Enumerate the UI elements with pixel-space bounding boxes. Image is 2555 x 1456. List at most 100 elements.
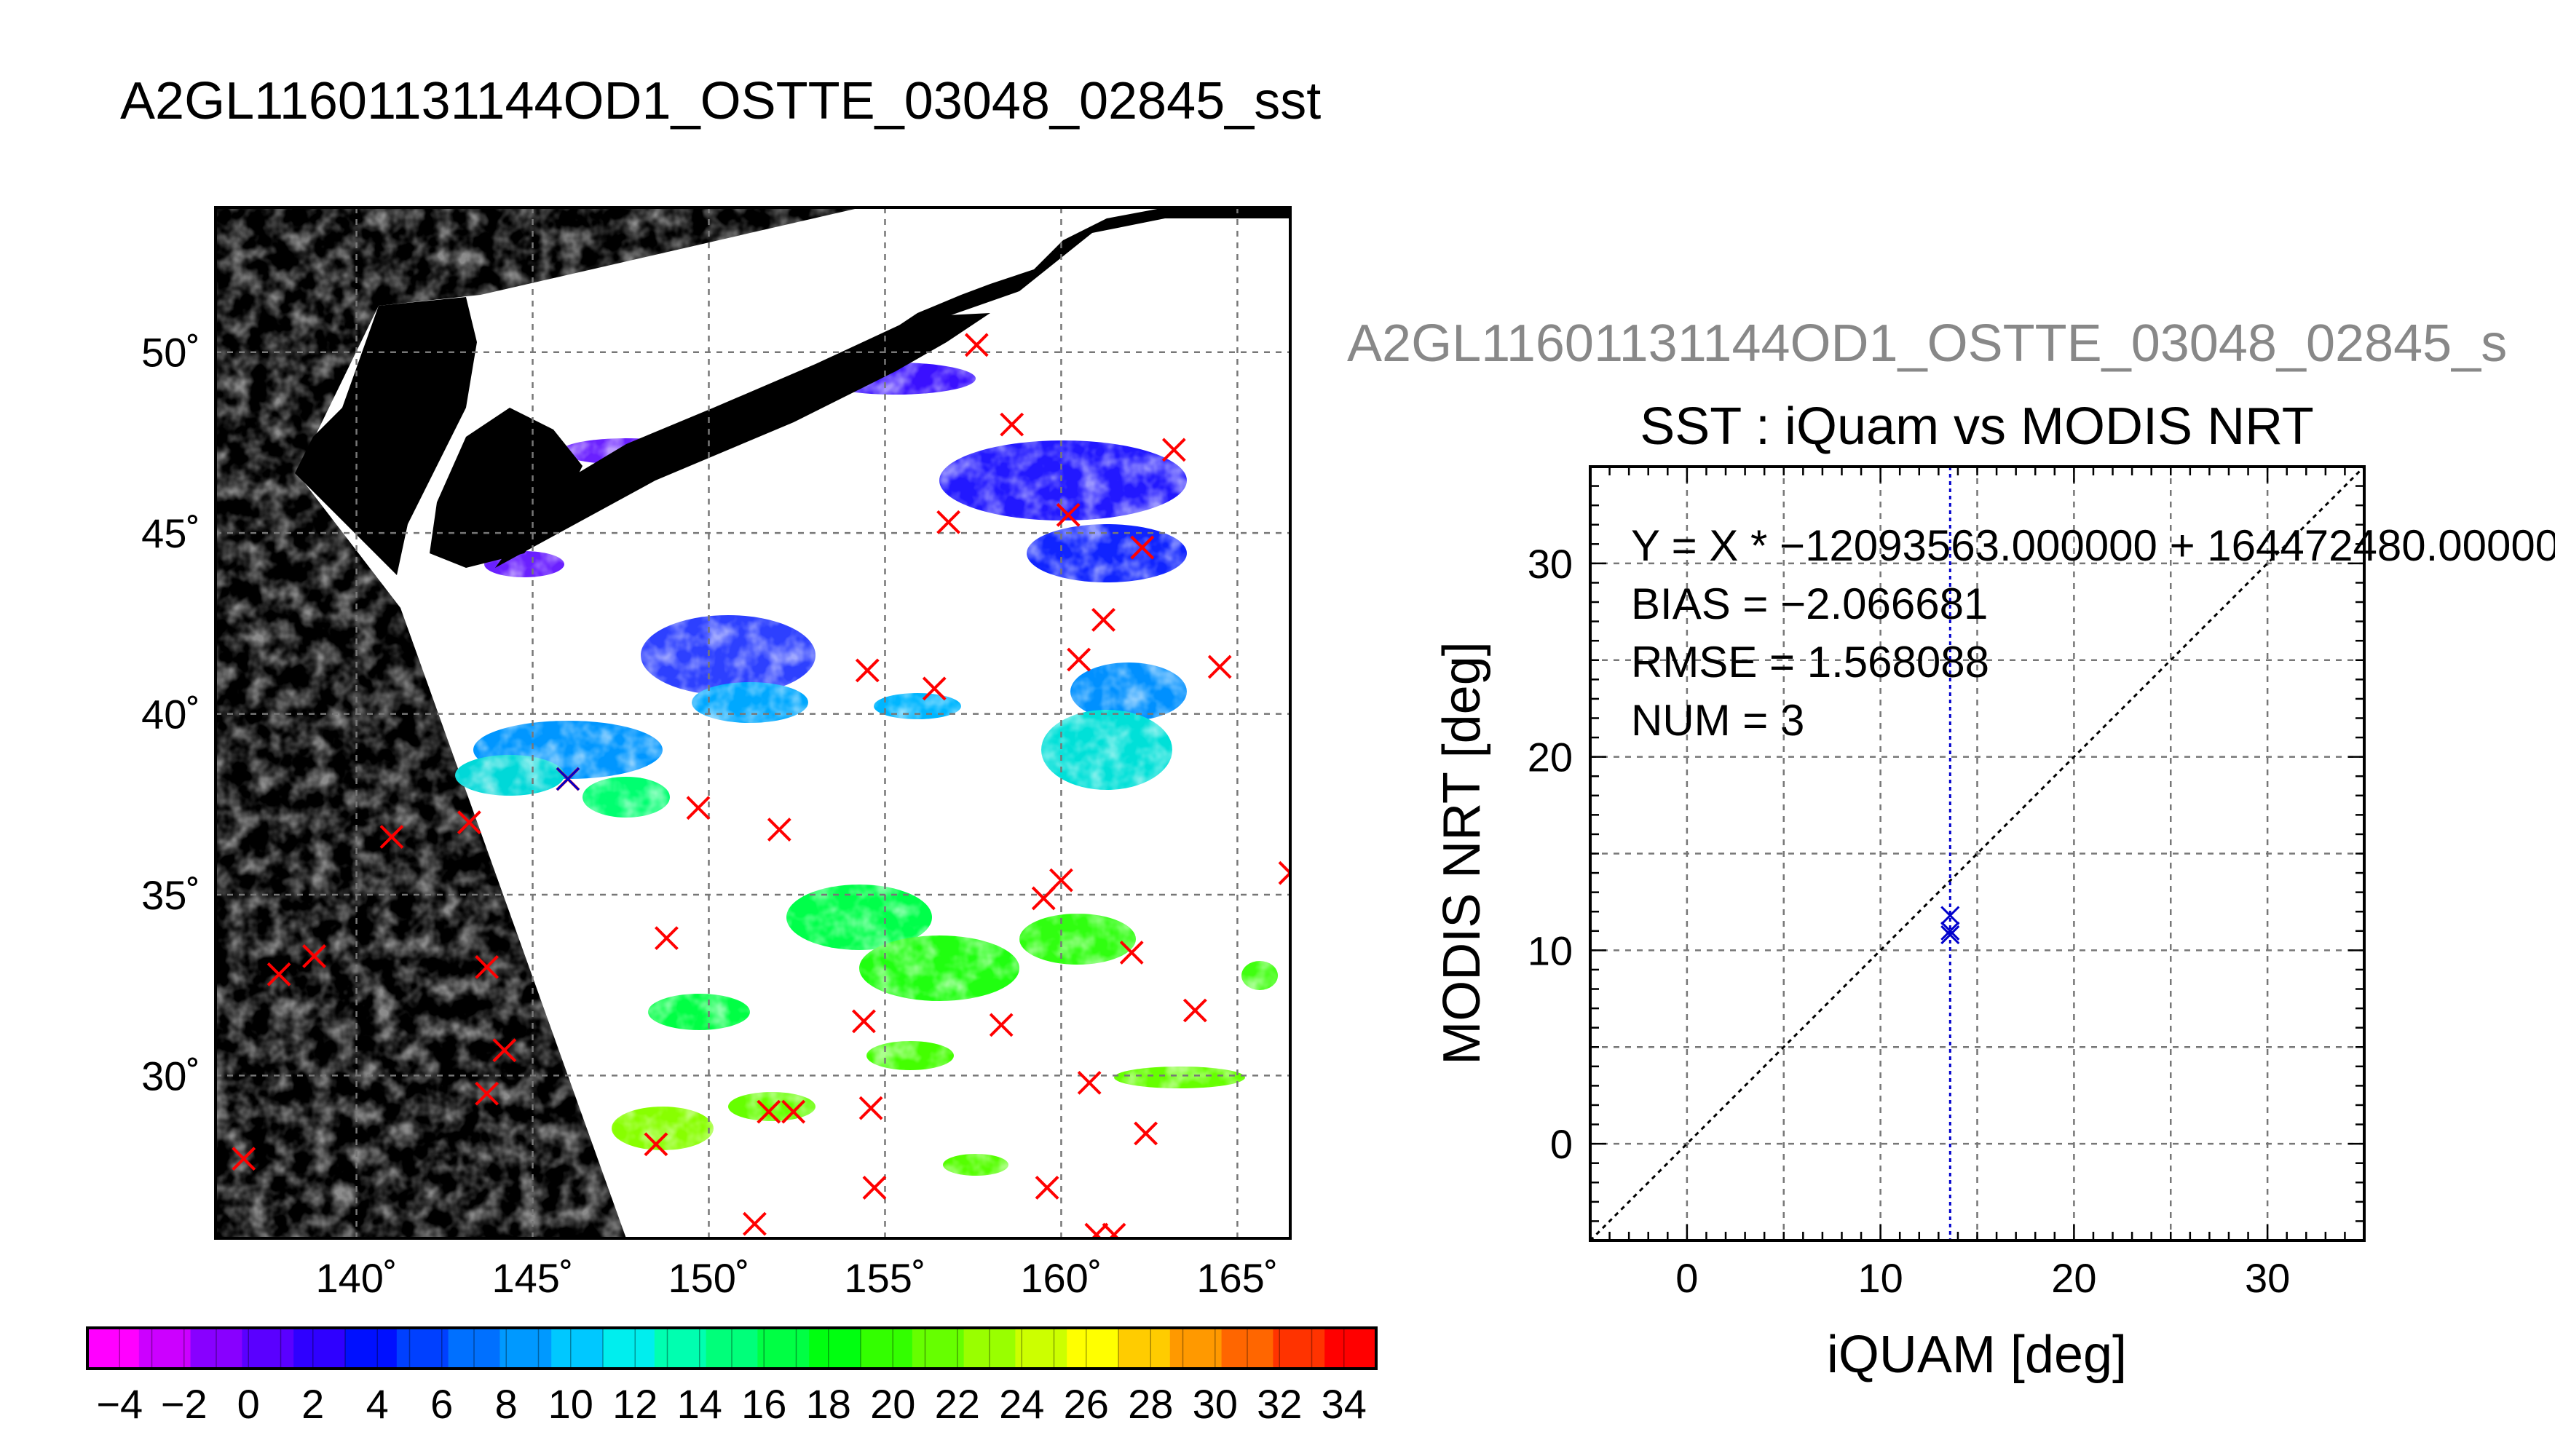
buoy-marker-stroke — [1130, 535, 1155, 560]
buoy-marker — [1077, 1070, 1102, 1095]
buoy-marker — [457, 810, 481, 835]
colorbar-cell — [345, 1328, 398, 1369]
buoy-marker — [266, 962, 291, 986]
scatter-panel-filename: A2GL11601131144OD1_OSTTE_03048_02845_s — [1347, 314, 2507, 373]
scatter-y-tick-label: 10 — [1528, 927, 1573, 973]
scatter-statistics: Y = X * −12093563.000000 + 164472480.000… — [1631, 521, 2555, 745]
buoy-marker — [1067, 647, 1091, 672]
scatter-statistic-line: RMSE = 1.568088 — [1631, 638, 1989, 687]
sakhalin-island — [295, 297, 477, 575]
colorbar-cell — [1169, 1328, 1223, 1369]
scatter-statistic-line: BIAS = −2.066681 — [1631, 579, 1988, 628]
buoy-marker-stroke — [379, 825, 404, 849]
buoy-markers — [232, 333, 1290, 1238]
buoy-marker-stroke — [266, 962, 291, 986]
buoy-marker — [1207, 654, 1232, 679]
one-to-one-line — [1590, 467, 2364, 1241]
buoy-marker-stroke — [475, 954, 499, 979]
matchup-point — [1940, 921, 1960, 941]
buoy-marker — [767, 818, 791, 842]
colorbar-cell — [1015, 1328, 1067, 1369]
buoy-marker-stroke — [781, 1099, 806, 1124]
colorbar-cell — [809, 1328, 861, 1369]
buoy-marker — [1102, 1222, 1126, 1238]
colorbar-tick-label: 8 — [495, 1381, 518, 1427]
latitude-tick-label: 40˚ — [141, 692, 200, 737]
colorbar-cell — [861, 1328, 913, 1369]
buoy-marker-stroke — [852, 1009, 876, 1034]
buoy-marker — [379, 825, 404, 849]
matchup-point — [1940, 925, 1960, 945]
colorbar-cell — [912, 1328, 965, 1369]
colorbar-tick-label: 34 — [1322, 1381, 1367, 1427]
buoy-marker-stroke — [492, 1038, 517, 1063]
buoy-marker-stroke — [1067, 647, 1091, 672]
colorbar-cell — [293, 1328, 346, 1369]
landmasses — [295, 207, 1290, 575]
longitude-tick-labels: 140˚ 145˚ 150˚ 155˚ 160˚ 165˚ — [316, 1255, 1279, 1301]
colorbar-tick-label: 20 — [870, 1381, 915, 1427]
scatter-panel: A2GL11601131144OD1_OSTTE_03048_02845_s S… — [1347, 314, 2555, 1384]
buoy-marker-stroke — [1108, 1222, 1126, 1238]
buoy-marker-stroke — [1278, 860, 1290, 876]
scatter-statistic-line: NUM = 3 — [1631, 696, 1804, 745]
colorbar-tick-label: 2 — [301, 1381, 324, 1427]
buoy-marker — [1084, 1222, 1109, 1238]
buoy-marker-stroke — [1056, 502, 1081, 527]
colorbar-cell — [654, 1328, 707, 1369]
map-frame — [214, 206, 1292, 1240]
buoy-marker — [655, 926, 679, 951]
main-title: A2GL11601131144OD1_OSTTE_03048_02845_sst — [120, 72, 1321, 130]
scatter-y-tick-labels: 0 10 20 30 — [1528, 541, 1573, 1167]
buoy-marker — [686, 796, 711, 820]
scatter-statistic-line: Y = X * −12093563.000000 + 164472480.000… — [1631, 521, 2555, 570]
colorbar-cell — [138, 1328, 191, 1369]
buoy-marker — [862, 1176, 887, 1200]
scatter-frame — [1589, 465, 2366, 1242]
colorbar-cell — [1118, 1328, 1171, 1369]
buoy-marker-stroke — [1161, 438, 1186, 462]
matchup-point-stroke — [1940, 921, 1960, 941]
colorbar-tick-label: 4 — [366, 1381, 389, 1427]
longitude-tick-label: 165˚ — [1196, 1255, 1278, 1301]
latitude-tick-label: 35˚ — [141, 872, 200, 918]
buoy-marker-stroke — [964, 333, 989, 357]
colorbar-tick-label: 24 — [999, 1381, 1044, 1427]
buoy-marker-stroke — [1031, 886, 1056, 911]
buoy-marker — [743, 1211, 767, 1236]
colorbar-cell — [242, 1328, 294, 1369]
buoy-marker-stroke — [1091, 607, 1115, 632]
buoy-marker-stroke — [989, 1013, 1014, 1037]
buoy-marker-stroke — [644, 1132, 668, 1157]
buoy-marker — [757, 1099, 781, 1124]
longitude-tick-label: 145˚ — [491, 1255, 573, 1301]
latitude-tick-label: 50˚ — [141, 330, 200, 376]
buoy-marker — [1031, 886, 1056, 911]
colorbar-tick-label: 0 — [237, 1381, 260, 1427]
colorbar-tick-label: 28 — [1128, 1381, 1173, 1427]
colorbar-cell — [551, 1328, 604, 1369]
scatter-y-tick-label: 30 — [1528, 541, 1573, 587]
buoy-marker — [492, 1038, 517, 1063]
matchup-marker-stroke — [556, 767, 580, 791]
buoy-marker-stroke — [743, 1211, 767, 1236]
buoy-marker-stroke — [1000, 412, 1024, 437]
matchup-point-stroke — [1940, 925, 1960, 945]
buoy-marker — [302, 944, 326, 968]
buoy-marker — [1056, 502, 1081, 527]
buoy-marker — [1035, 1176, 1059, 1200]
colorbar-cells — [87, 1328, 1377, 1369]
kuril-islands — [495, 313, 990, 568]
scatter-x-tick-label: 0 — [1675, 1255, 1698, 1301]
map-gridlines — [216, 207, 1290, 1238]
buoy-marker-stroke — [1077, 1070, 1102, 1095]
colorbar-cell — [1067, 1328, 1119, 1369]
colorbar-tick-label: 6 — [430, 1381, 453, 1427]
buoy-marker — [852, 1009, 876, 1034]
colorbar-tick-label: 30 — [1193, 1381, 1238, 1427]
buoy-marker-stroke — [1119, 941, 1144, 965]
colorbar-tick-label: 32 — [1257, 1381, 1302, 1427]
sst-map: 140˚ 145˚ 150˚ 155˚ 160˚ 165˚ 30˚ 35˚ 40˚ 45˚ 50˚ — [141, 206, 1292, 1301]
colorbar-tick-label: 16 — [741, 1381, 786, 1427]
